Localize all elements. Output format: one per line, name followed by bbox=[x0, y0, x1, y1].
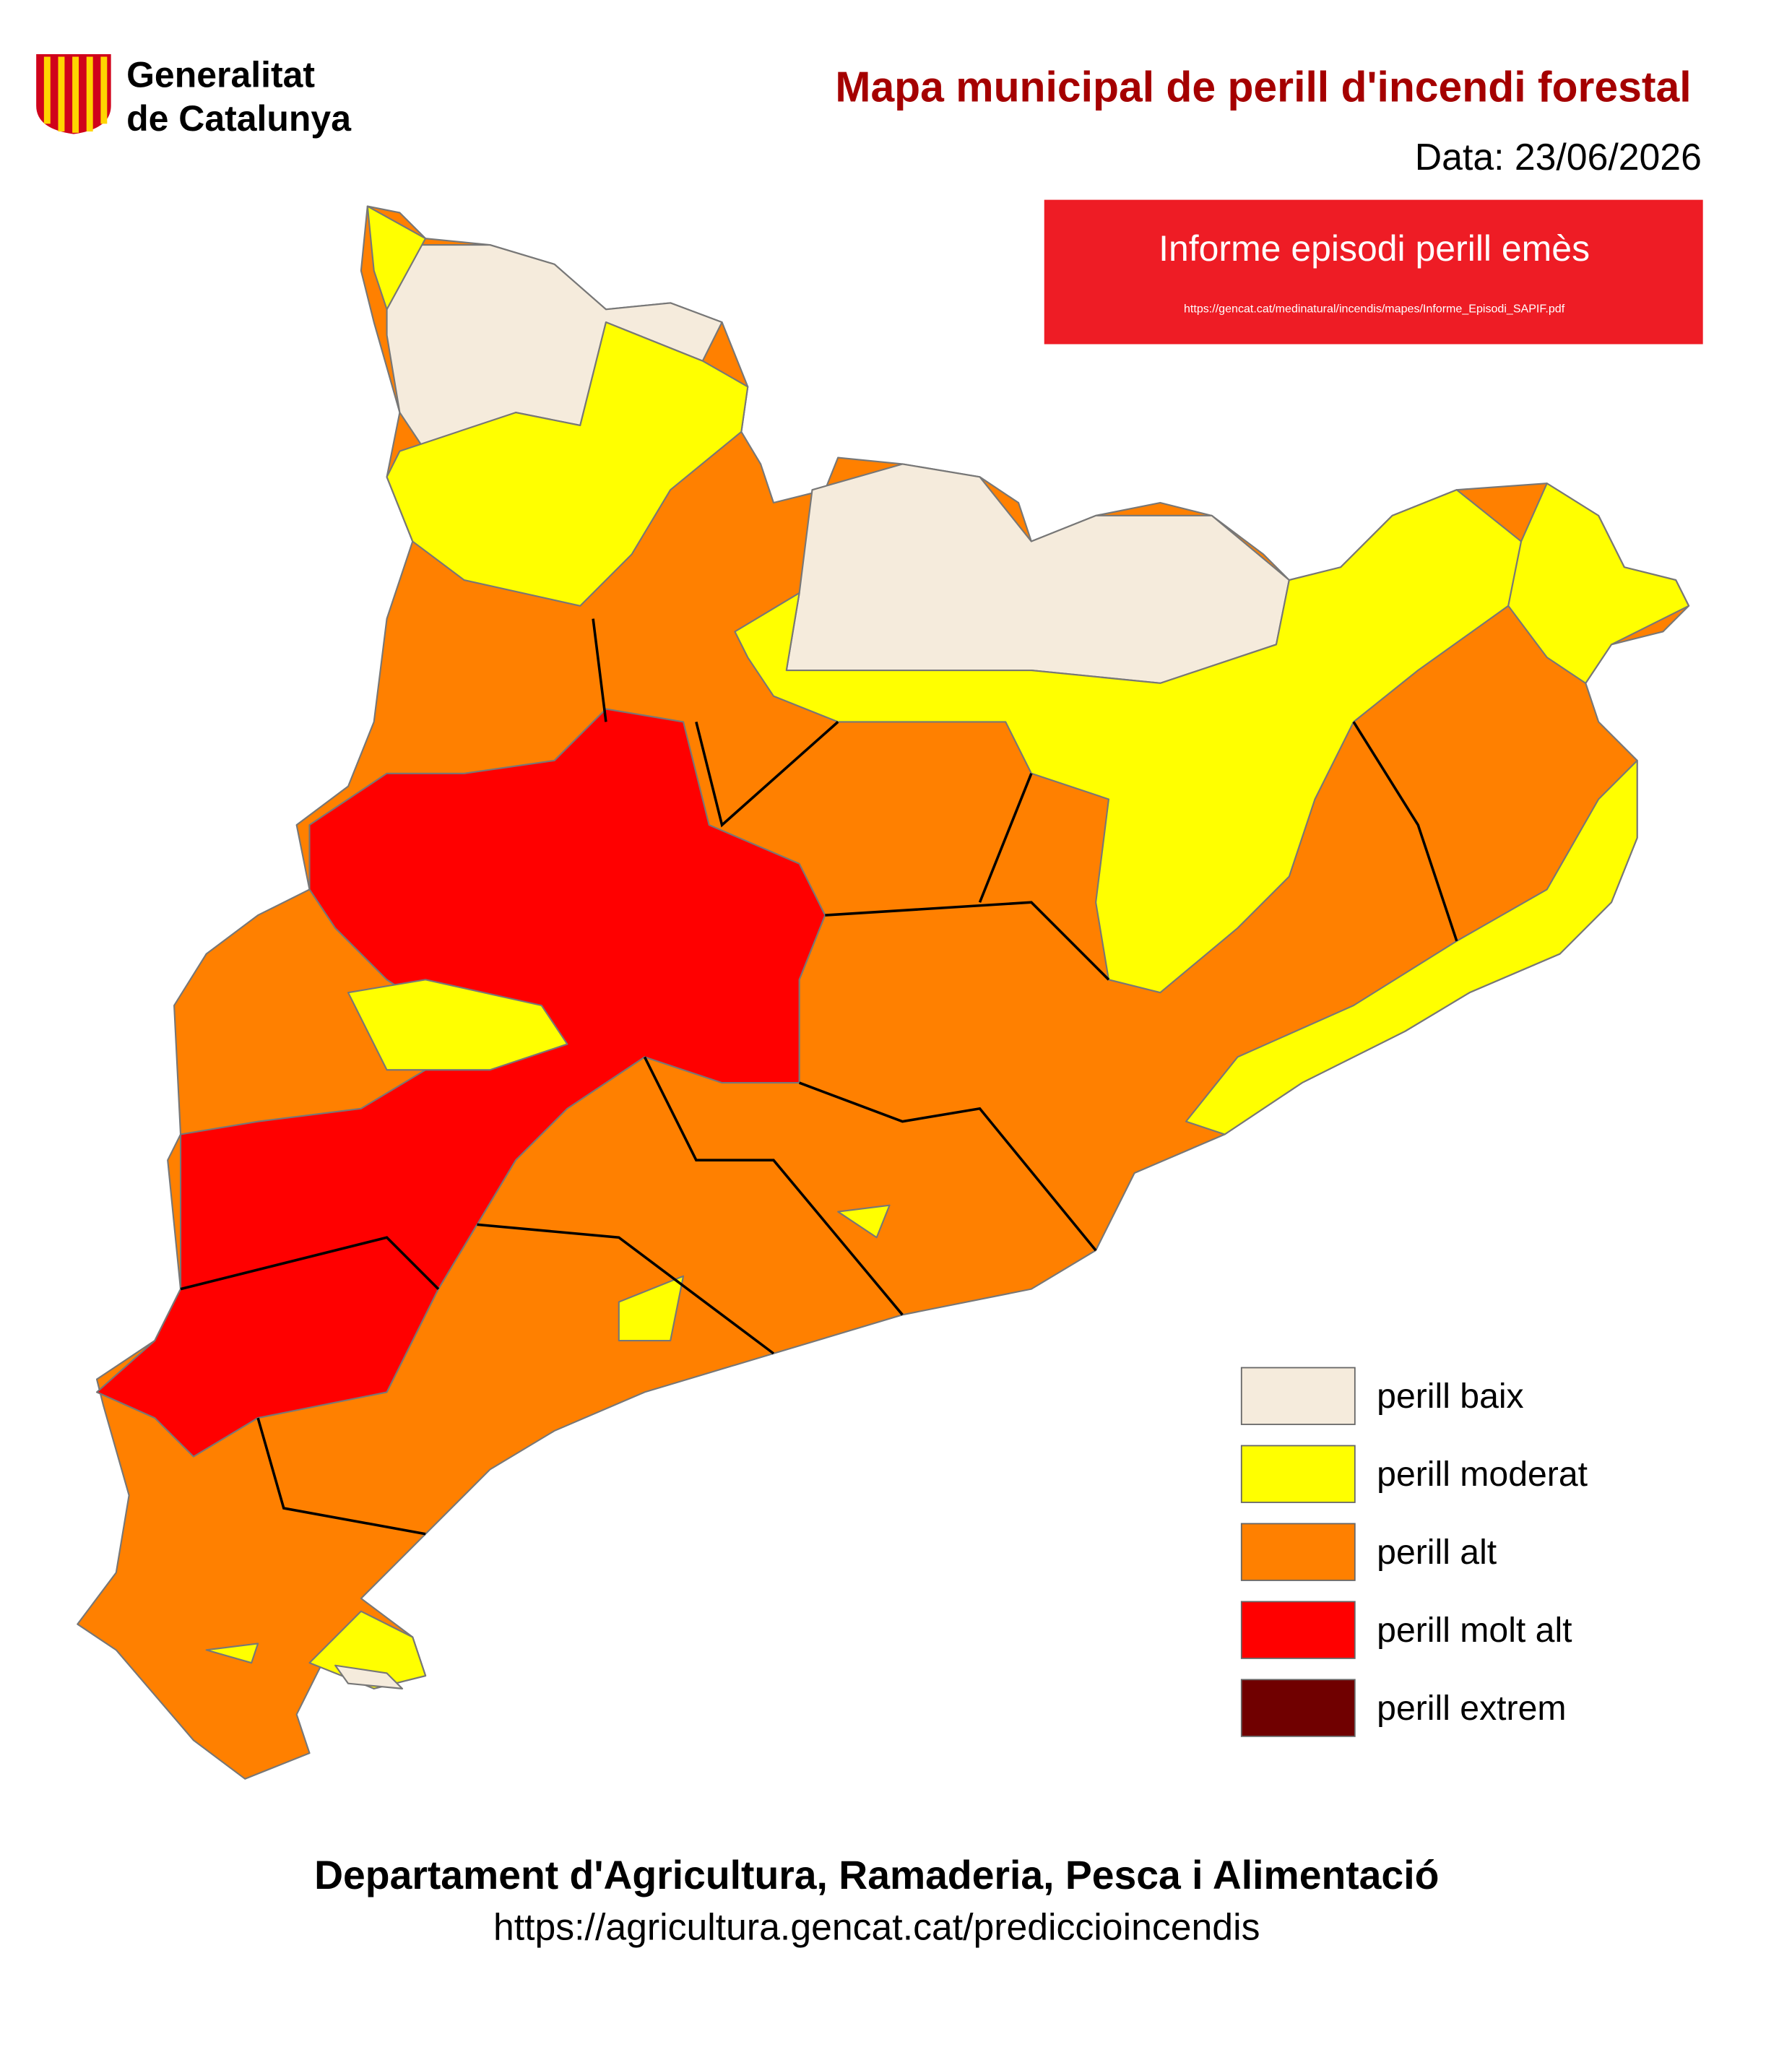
legend-swatch bbox=[1240, 1367, 1356, 1425]
footer-department: Departament d'Agricultura, Ramaderia, Pe… bbox=[314, 1853, 1439, 1897]
footer-url: https://agricultura.gencat.cat/prediccio… bbox=[493, 1905, 1260, 1947]
legend-swatch bbox=[1240, 1523, 1356, 1581]
logo-line: Generalitat bbox=[126, 54, 315, 95]
legend-label: perill extrem bbox=[1377, 1689, 1566, 1728]
legend-swatch bbox=[1240, 1679, 1356, 1737]
logo: Generalitat de Catalunya bbox=[36, 53, 352, 139]
legend-label: perill moderat bbox=[1377, 1455, 1588, 1494]
banner-url[interactable]: https://gencat.cat/medinatural/incendis/… bbox=[1184, 303, 1565, 316]
banner[interactable] bbox=[1044, 199, 1703, 345]
legend-label: perill baix bbox=[1377, 1377, 1523, 1416]
legend-swatch bbox=[1240, 1445, 1356, 1503]
title: Mapa municipal de perill d'incendi fores… bbox=[835, 64, 1691, 111]
date: Data: 23/06/2026 bbox=[1415, 136, 1702, 178]
legend-label: perill molt alt bbox=[1377, 1611, 1572, 1650]
map bbox=[77, 205, 1690, 1780]
legend-swatch bbox=[1240, 1601, 1356, 1659]
legend: perill baix perill moderat perill alt peril… bbox=[1240, 1367, 1588, 1737]
legend-label: perill alt bbox=[1377, 1533, 1497, 1572]
banner-text[interactable]: Informe episodi perill emès bbox=[1159, 228, 1590, 269]
logo-line: de Catalunya bbox=[126, 98, 352, 139]
